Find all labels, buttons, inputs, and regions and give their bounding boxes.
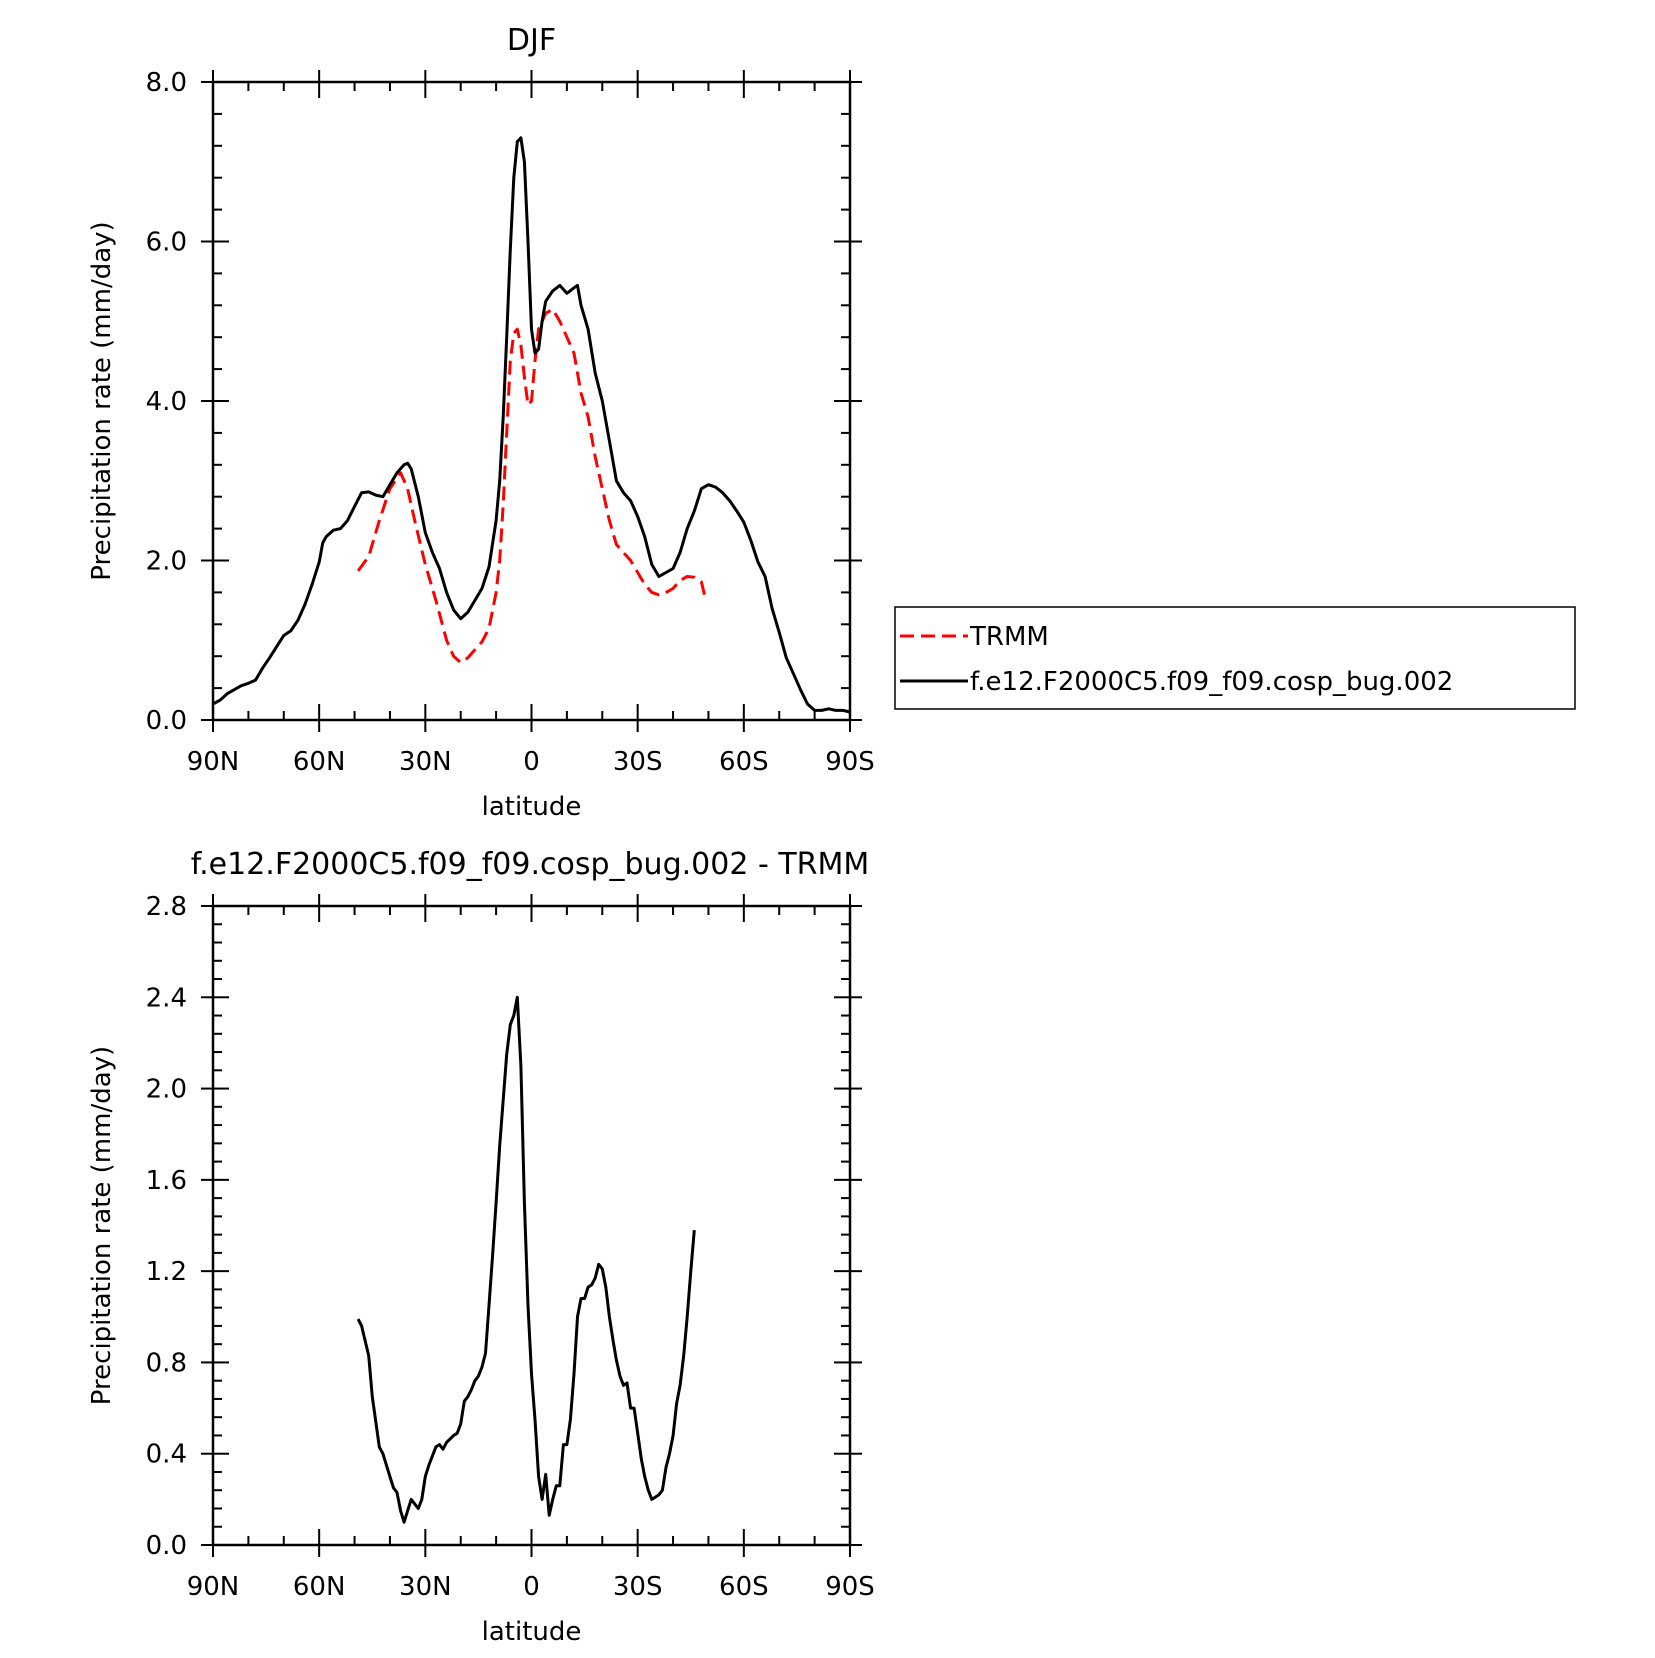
y-tick-label: 2.4 xyxy=(146,983,187,1013)
x-tick-label: 60N xyxy=(293,747,346,777)
x-tick-label: 60S xyxy=(719,747,769,777)
x-tick-label: 90N xyxy=(187,747,240,777)
series-line-0 xyxy=(356,995,696,1524)
x-tick-label: 30N xyxy=(399,1572,452,1602)
y-tick-label: 0.4 xyxy=(146,1440,187,1470)
x-tick-label: 90S xyxy=(825,1572,875,1602)
x-tick-label: 0 xyxy=(523,1572,540,1602)
y-tick-label: 2.0 xyxy=(146,547,187,577)
x-tick-label: 90S xyxy=(825,747,875,777)
y-tick-label: 2.8 xyxy=(146,892,187,922)
y-tick-label: 8.0 xyxy=(146,68,187,98)
y-tick-label: 2.0 xyxy=(146,1075,187,1105)
legend-label: f.e12.F2000C5.f09_f09.cosp_bug.002 xyxy=(970,667,1453,697)
chart-title: DJF xyxy=(507,23,556,58)
x-tick-label: 60S xyxy=(719,1572,769,1602)
y-tick-label: 1.2 xyxy=(146,1257,187,1287)
y-axis-label: Precipitation rate (mm/day) xyxy=(87,1046,117,1405)
y-tick-label: 0.8 xyxy=(146,1348,187,1378)
series-line-0 xyxy=(356,307,707,665)
panel-djf: DJF 90N 60N 30N 0 30S 60S 90S 0.0 2.0 4.0 6.0 8.0 lat… xyxy=(87,23,1576,822)
x-tick-label: 60N xyxy=(293,1572,346,1602)
y-tick-label: 0.0 xyxy=(146,706,187,736)
legend: TRMM f.e12.F2000C5.f09_f09.cosp_bug.002 xyxy=(894,606,1576,710)
chart-title: f.e12.F2000C5.f09_f09.cosp_bug.002 - TRM… xyxy=(191,847,870,882)
x-tick-label: 90N xyxy=(187,1572,240,1602)
y-tick-label: 4.0 xyxy=(146,387,187,417)
x-tick-label: 30N xyxy=(399,747,452,777)
plot-frame xyxy=(211,904,852,1547)
y-tick-label: 1.6 xyxy=(146,1166,187,1196)
series-line-1 xyxy=(212,136,851,714)
legend-box xyxy=(894,606,1576,710)
legend-label: TRMM xyxy=(969,622,1049,652)
x-axis-label: latitude xyxy=(482,792,582,822)
x-axis-label: latitude xyxy=(482,1617,582,1647)
x-tick-label: 30S xyxy=(613,747,663,777)
x-tick-label: 0 xyxy=(523,747,540,777)
y-tick-label: 0.0 xyxy=(146,1531,187,1561)
y-tick-label: 6.0 xyxy=(146,228,187,258)
y-axis-label: Precipitation rate (mm/day) xyxy=(87,221,117,580)
panel-difference: f.e12.F2000C5.f09_f09.cosp_bug.002 - TRM… xyxy=(87,847,875,1647)
x-tick-label: 30S xyxy=(613,1572,663,1602)
